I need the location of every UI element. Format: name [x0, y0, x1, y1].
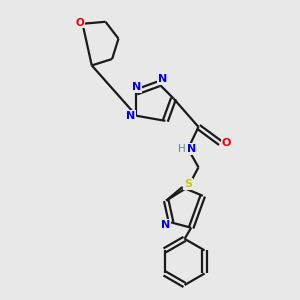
Text: H: H [178, 144, 186, 154]
Text: N: N [158, 74, 167, 84]
Text: O: O [76, 18, 85, 28]
Text: N: N [161, 220, 170, 230]
Text: N: N [132, 82, 141, 92]
Text: S: S [184, 179, 192, 189]
Text: O: O [221, 138, 231, 148]
Text: N: N [187, 144, 196, 154]
Text: N: N [126, 111, 135, 121]
